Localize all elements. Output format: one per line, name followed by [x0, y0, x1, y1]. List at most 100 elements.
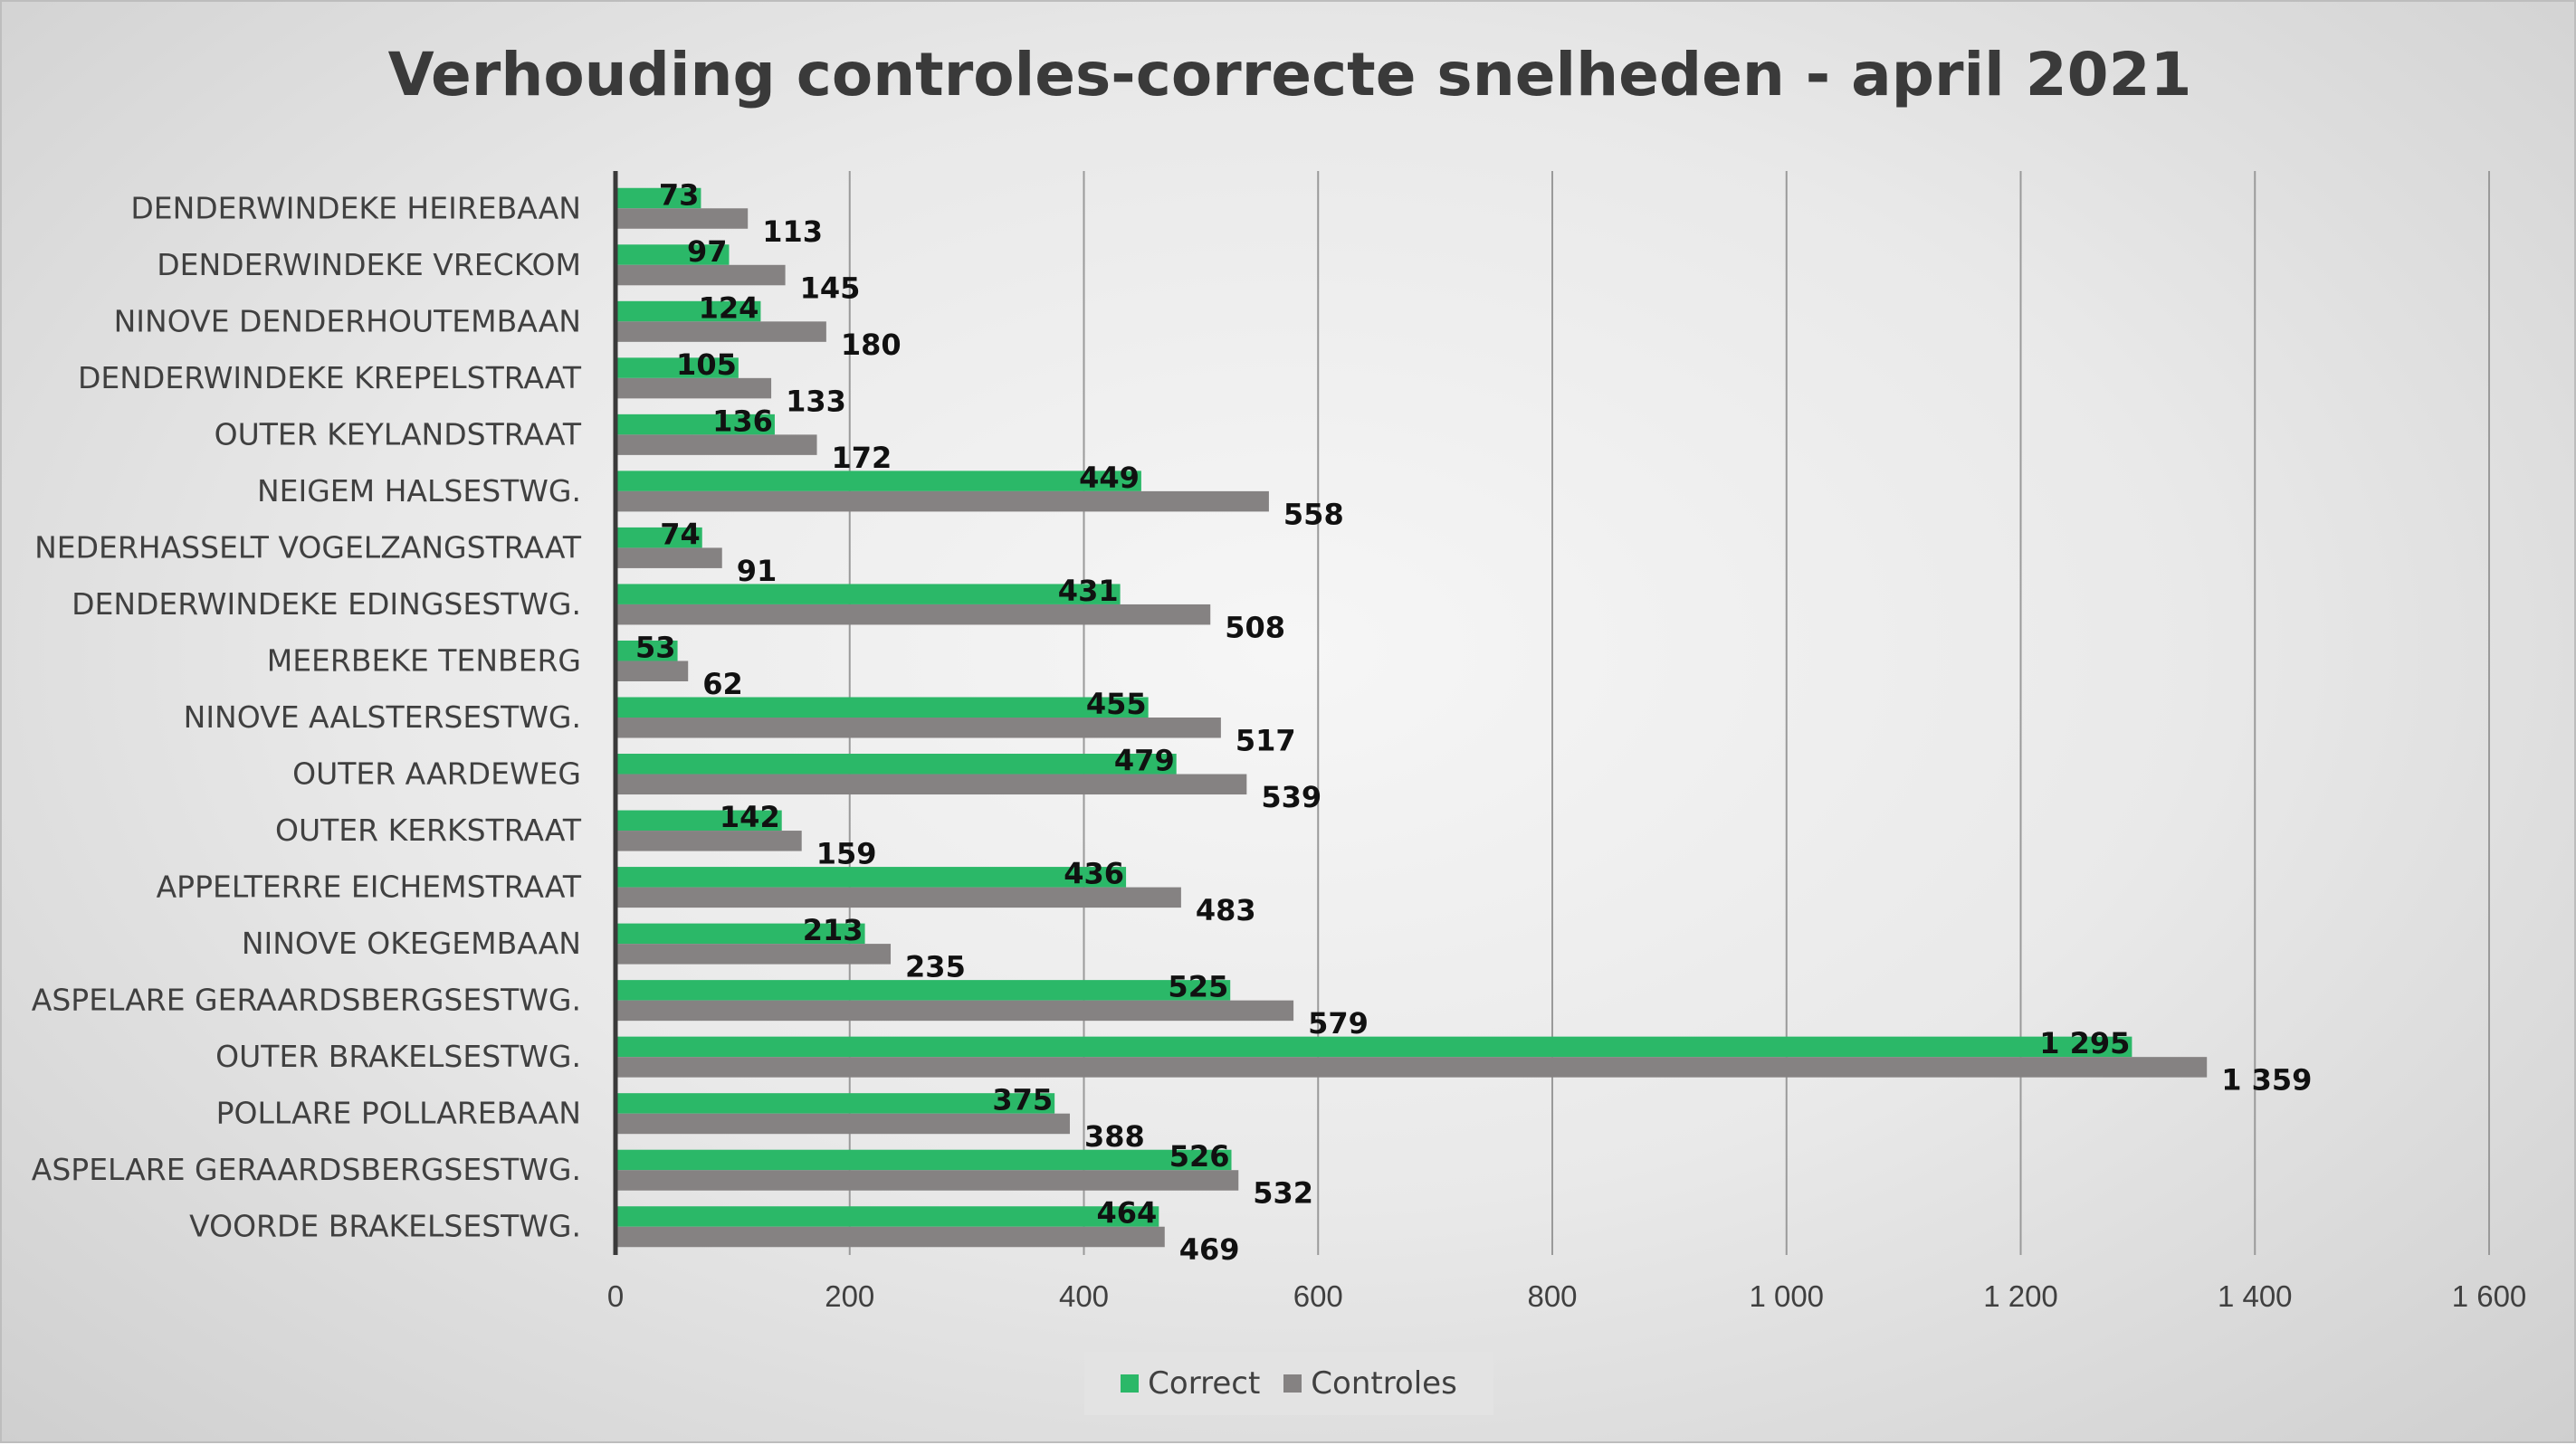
bar-correct: [615, 584, 1121, 604]
data-label-controles: 469: [1179, 1232, 1240, 1267]
data-label-controles: 145: [800, 271, 861, 305]
category-label: NEIGEM HALSESTWG.: [257, 473, 581, 509]
bar-controles: [615, 718, 1221, 738]
data-label-controles: 91: [737, 554, 778, 588]
bar-controles: [615, 1000, 1294, 1022]
x-tick-label: 1 000: [1749, 1279, 1824, 1313]
category-label: OUTER AARDEWEG: [292, 756, 581, 792]
bar-controles: [615, 887, 1181, 908]
bar-correct: [615, 754, 1177, 775]
bar-correct: [615, 187, 701, 209]
category-label: ASPELARE GERAARDSBERGSESTWG.: [32, 983, 581, 1018]
bar-correct: [615, 1093, 1055, 1114]
bar-correct: [615, 867, 1127, 888]
bar-correct: [615, 1206, 1159, 1227]
bar-correct: [615, 471, 1141, 491]
data-label-controles: 388: [1084, 1119, 1145, 1154]
bar-correct: [615, 527, 702, 548]
bar-controles: [615, 1170, 1239, 1191]
bar-controles: [615, 1113, 1070, 1135]
x-tick-label: 600: [1293, 1279, 1343, 1313]
category-label: NINOVE AALSTERSESTWG.: [184, 699, 581, 735]
bar-correct: [615, 300, 761, 322]
bar-controles: [615, 944, 892, 965]
data-label-correct: 136: [712, 404, 773, 438]
bar-controles: [615, 490, 1269, 512]
data-label-controles: 539: [1261, 780, 1321, 814]
bar-controles: [615, 434, 817, 455]
data-label-controles: 235: [905, 950, 966, 984]
data-label-controles: 133: [786, 384, 846, 418]
bar-correct: [615, 414, 775, 435]
category-label: NINOVE DENDERHOUTEMBAAN: [114, 303, 581, 338]
category-label: OUTER BRAKELSESTWG.: [215, 1039, 581, 1074]
bar-controles: [615, 1057, 2208, 1078]
data-label-correct: 142: [720, 800, 780, 834]
category-label: OUTER KEYLANDSTRAAT: [215, 416, 582, 452]
category-label: DENDERWINDEKE KREPELSTRAAT: [78, 360, 582, 395]
category-label: DENDERWINDEKE VRECKOM: [157, 247, 581, 282]
chart-title: Verhouding controles-correcte snelheden …: [387, 40, 2192, 109]
bar-controles: [615, 604, 1211, 625]
legend-item-correct: Correct: [1121, 1365, 1260, 1402]
bar-correct: [615, 980, 1231, 1001]
category-label: DENDERWINDEKE HEIREBAAN: [130, 190, 581, 225]
data-label-correct: 449: [1079, 461, 1140, 495]
bar-controles: [615, 774, 1247, 795]
data-label-correct: 464: [1097, 1196, 1158, 1231]
category-label: APPELTERRE EICHEMSTRAAT: [157, 870, 582, 905]
category-label: MEERBEKE TENBERG: [267, 642, 581, 678]
bar-correct: [615, 640, 678, 661]
data-label-controles: 172: [832, 441, 892, 475]
x-tick-label: 200: [825, 1279, 874, 1313]
bar-controles: [615, 208, 749, 229]
data-label-controles: 180: [841, 328, 902, 362]
category-label: POLLARE POLLAREBAAN: [216, 1096, 581, 1131]
bar-controles: [615, 321, 826, 342]
bar-correct: [615, 1149, 1232, 1171]
legend: Correct Controles: [1084, 1352, 1493, 1415]
data-label-correct: 455: [1086, 687, 1147, 721]
data-label-correct: 74: [660, 517, 701, 551]
data-label-correct: 105: [676, 347, 737, 382]
bar-controles: [615, 1226, 1165, 1248]
legend-label-controles: Controles: [1311, 1365, 1457, 1402]
data-label-controles: 483: [1196, 893, 1256, 927]
bar-correct: [615, 923, 865, 945]
bar-correct: [615, 1036, 2132, 1058]
data-label-correct: 97: [687, 234, 728, 269]
data-label-correct: 73: [659, 177, 700, 212]
bar-controles: [615, 547, 722, 568]
category-label: VOORDE BRAKELSESTWG.: [189, 1209, 581, 1244]
data-label-correct: 53: [635, 630, 676, 664]
x-tick-label: 400: [1059, 1279, 1109, 1313]
data-label-controles: 532: [1253, 1176, 1313, 1211]
data-label-correct: 1 295: [2039, 1026, 2130, 1060]
x-tick-label: 0: [607, 1279, 624, 1313]
bar-controles: [615, 661, 689, 681]
legend-swatch-correct: [1121, 1374, 1140, 1393]
category-label: DENDERWINDEKE EDINGSESTWG.: [72, 586, 581, 622]
data-label-correct: 436: [1064, 857, 1124, 891]
data-label-correct: 213: [803, 913, 863, 947]
data-label-controles: 558: [1283, 497, 1344, 531]
data-label-correct: 375: [992, 1083, 1053, 1117]
x-tick-label: 1 600: [2452, 1279, 2527, 1313]
category-label: NEDERHASSELT VOGELZANGSTRAAT: [34, 529, 582, 565]
x-tick-label: 800: [1527, 1279, 1577, 1313]
data-label-controles: 517: [1236, 724, 1296, 758]
bar-controles: [615, 264, 786, 286]
data-label-correct: 431: [1058, 574, 1119, 608]
category-label: NINOVE OKEGEMBAAN: [242, 926, 581, 961]
data-label-controles: 159: [816, 837, 877, 871]
data-label-controles: 1 359: [2221, 1063, 2312, 1098]
data-label-controles: 579: [1308, 1006, 1369, 1041]
legend-item-controles: Controles: [1283, 1365, 1457, 1402]
data-label-controles: 113: [762, 214, 823, 249]
data-label-correct: 124: [699, 290, 759, 325]
bar-controles: [615, 377, 772, 399]
x-tick-label: 1 200: [1983, 1279, 2058, 1313]
category-label: ASPELARE GERAARDSBERGSESTWG.: [32, 1152, 581, 1187]
